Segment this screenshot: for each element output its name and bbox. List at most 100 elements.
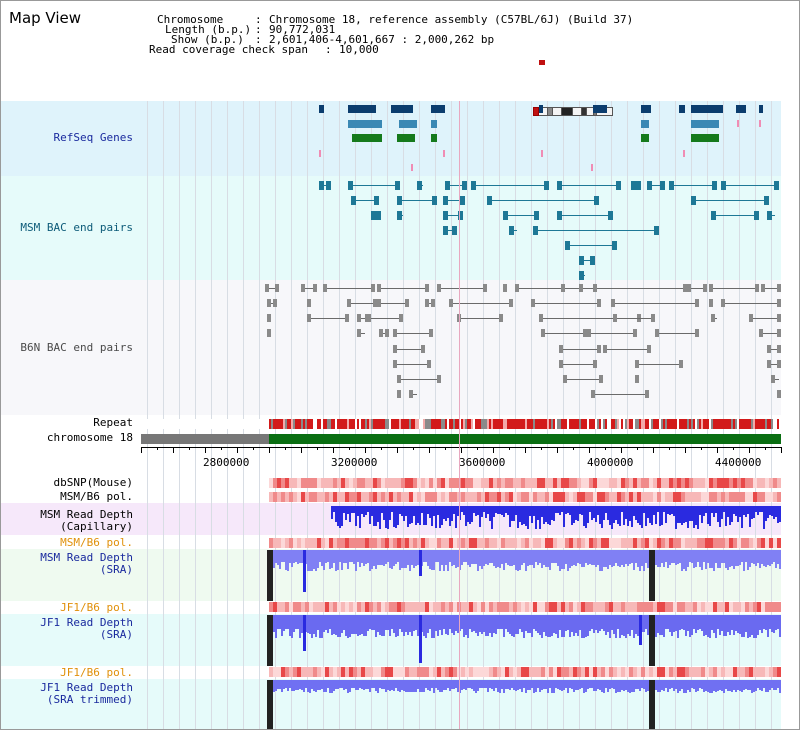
msm-bac-end[interactable] (319, 181, 324, 190)
b6n-bac-pair-line[interactable] (721, 303, 781, 304)
msm-bac-end[interactable] (654, 226, 659, 235)
b6n-bac-pair-line[interactable] (587, 333, 637, 334)
msm-bac-end[interactable] (660, 181, 665, 190)
track-label-msm-b6-pol[interactable]: MSM/B6 pol. (60, 490, 133, 503)
refseq-transcript[interactable] (591, 164, 593, 171)
b6n-bac-pair-line[interactable] (563, 379, 603, 380)
b6n-bac-end[interactable] (749, 314, 753, 322)
b6n-bac-pair-line[interactable] (393, 349, 425, 350)
b6n-bac-end[interactable] (307, 314, 311, 322)
b6n-bac-end[interactable] (599, 375, 603, 383)
refseq-transcript[interactable] (737, 120, 739, 127)
refseq-gene[interactable] (691, 105, 723, 113)
b6n-bac-end[interactable] (683, 284, 687, 292)
msm-bac-end[interactable] (432, 196, 437, 205)
b6n-bac-end[interactable] (397, 390, 401, 398)
b6n-bac-end[interactable] (405, 299, 409, 307)
refseq-gene[interactable] (391, 105, 413, 113)
b6n-bac-pair-line[interactable] (379, 333, 389, 334)
msm-bac-end[interactable] (754, 211, 759, 220)
b6n-bac-end[interactable] (307, 299, 311, 307)
b6n-bac-pair-line[interactable] (611, 303, 699, 304)
msm-bac-pair-line[interactable] (711, 215, 759, 216)
msm-bac-end[interactable] (631, 181, 636, 190)
b6n-bac-pair-line[interactable] (603, 349, 651, 350)
track-label-msm-depth-capillary[interactable]: MSM Read Depth (Capillary) (40, 508, 133, 533)
b6n-bac-pair-line[interactable] (367, 318, 403, 319)
track-label-refseq[interactable]: RefSeq Genes (53, 131, 133, 144)
msm-bac-end[interactable] (462, 181, 467, 190)
msm-bac-end[interactable] (443, 226, 448, 235)
b6n-bac-pair-line[interactable] (655, 333, 699, 334)
msm-bac-pair-line[interactable] (397, 200, 437, 201)
b6n-bac-pair-line[interactable] (687, 288, 707, 289)
b6n-bac-end[interactable] (695, 299, 699, 307)
b6n-bac-end[interactable] (645, 390, 649, 398)
b6n-bac-end[interactable] (777, 314, 781, 322)
msm-bac-end[interactable] (721, 181, 726, 190)
msm-bac-end[interactable] (445, 181, 450, 190)
b6n-bac-end[interactable] (587, 329, 591, 337)
msm-bac-end[interactable] (458, 211, 463, 220)
chromosome-ideogram[interactable] (533, 54, 613, 116)
msm-bac-end[interactable] (348, 181, 353, 190)
b6n-bac-pair-line[interactable] (437, 288, 487, 289)
b6n-bac-end[interactable] (373, 299, 377, 307)
b6n-bac-end[interactable] (613, 314, 617, 322)
msm-bac-end[interactable] (376, 211, 381, 220)
refseq-gene[interactable] (641, 134, 649, 142)
msm-bac-pair-line[interactable] (647, 185, 665, 186)
b6n-bac-end[interactable] (593, 284, 597, 292)
b6n-bac-pair-line[interactable] (265, 288, 279, 289)
b6n-bac-pair-line[interactable] (397, 379, 441, 380)
b6n-bac-pair-line[interactable] (307, 318, 349, 319)
b6n-bac-pair-line[interactable] (425, 303, 435, 304)
b6n-bac-pair-line[interactable] (559, 349, 601, 350)
b6n-bac-end[interactable] (273, 299, 277, 307)
b6n-bac-end[interactable] (655, 329, 659, 337)
b6n-bac-end[interactable] (777, 360, 781, 368)
b6n-bac-end[interactable] (437, 375, 441, 383)
b6n-bac-end[interactable] (499, 314, 503, 322)
refseq-gene[interactable] (759, 105, 763, 113)
b6n-bac-end[interactable] (367, 314, 371, 322)
b6n-bac-end[interactable] (755, 284, 759, 292)
b6n-bac-pair-line[interactable] (635, 364, 683, 365)
msm-bac-end[interactable] (509, 226, 514, 235)
msm-bac-end[interactable] (503, 211, 508, 220)
b6n-bac-end[interactable] (603, 345, 607, 353)
b6n-bac-pair-line[interactable] (771, 379, 779, 380)
refseq-transcript[interactable] (759, 120, 761, 127)
b6n-bac-end[interactable] (393, 329, 397, 337)
b6n-bac-end[interactable] (421, 345, 425, 353)
b6n-bac-end[interactable] (357, 314, 361, 322)
refseq-gene[interactable] (431, 120, 437, 128)
msm-bac-end[interactable] (351, 196, 356, 205)
refseq-gene[interactable] (593, 105, 607, 113)
b6n-bac-end[interactable] (541, 329, 545, 337)
msm-bac-end[interactable] (691, 196, 696, 205)
msm-bac-end[interactable] (711, 211, 716, 220)
b6n-bac-pair-line[interactable] (559, 364, 597, 365)
b6n-bac-end[interactable] (393, 345, 397, 353)
refseq-transcript[interactable] (319, 150, 321, 157)
msm-bac-end[interactable] (544, 181, 549, 190)
b6n-bac-end[interactable] (579, 284, 583, 292)
b6n-bac-pair-line[interactable] (409, 394, 417, 395)
msm-bac-end[interactable] (669, 181, 674, 190)
b6n-bac-pair-line[interactable] (539, 318, 641, 319)
msm-bac-pair-line[interactable] (471, 185, 549, 186)
msm-bac-pair-line[interactable] (443, 230, 457, 231)
msm-bac-end[interactable] (616, 181, 621, 190)
msm-bac-pair-line[interactable] (565, 245, 617, 246)
msm-bac-pair-line[interactable] (669, 185, 717, 186)
refseq-gene[interactable] (641, 105, 651, 113)
msm-bac-end[interactable] (594, 196, 599, 205)
b6n-bac-end[interactable] (399, 314, 403, 322)
msm-bac-end[interactable] (533, 226, 538, 235)
msm-bac-end[interactable] (487, 196, 492, 205)
b6n-bac-end[interactable] (759, 329, 763, 337)
b6n-bac-end[interactable] (425, 299, 429, 307)
b6n-bac-pair-line[interactable] (541, 333, 587, 334)
track-label-msm-depth-sra[interactable]: MSM Read Depth (SRA) (40, 551, 133, 576)
